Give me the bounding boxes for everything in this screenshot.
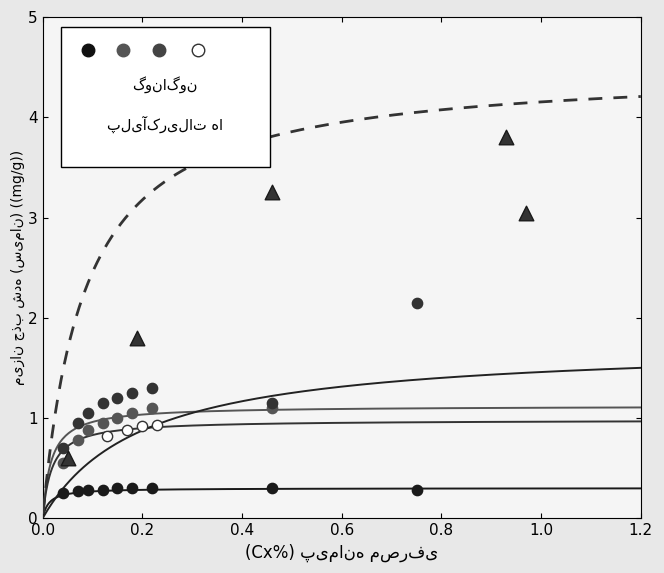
Point	[112, 413, 123, 422]
Point	[62, 453, 73, 462]
Point	[122, 425, 133, 434]
Point	[72, 418, 83, 427]
Point	[411, 485, 422, 494]
Point	[147, 484, 157, 493]
Point	[127, 409, 137, 418]
Point	[127, 484, 137, 493]
FancyBboxPatch shape	[60, 27, 270, 167]
Point	[97, 418, 108, 427]
Point	[267, 484, 278, 493]
Y-axis label: میزان جذب شده (سیمان) ((mg/g)): میزان جذب شده (سیمان) ((mg/g))	[11, 150, 25, 385]
Point	[112, 484, 123, 493]
Point	[147, 403, 157, 413]
Point	[97, 398, 108, 407]
Point	[82, 425, 93, 434]
Point	[152, 421, 163, 430]
Point	[267, 403, 278, 413]
X-axis label: (Cx%) پیمانه مصرفی: (Cx%) پیمانه مصرفی	[245, 544, 438, 562]
Point	[267, 398, 278, 407]
Point	[411, 298, 422, 307]
Point	[132, 333, 143, 342]
Point	[501, 133, 511, 142]
Point	[127, 388, 137, 398]
Point	[147, 383, 157, 393]
Point	[57, 458, 68, 468]
Point	[112, 393, 123, 402]
Point	[267, 188, 278, 197]
Point	[57, 489, 68, 498]
Point	[521, 208, 531, 217]
Point	[82, 409, 93, 418]
Point	[97, 485, 108, 494]
Text: پلیآکریلات ها: پلیآکریلات ها	[108, 116, 223, 134]
Text: گوناگون: گوناگون	[133, 76, 198, 93]
Point	[102, 431, 113, 441]
Point	[72, 486, 83, 496]
Point	[57, 444, 68, 453]
Point	[137, 421, 147, 430]
Point	[72, 435, 83, 445]
Point	[82, 485, 93, 494]
